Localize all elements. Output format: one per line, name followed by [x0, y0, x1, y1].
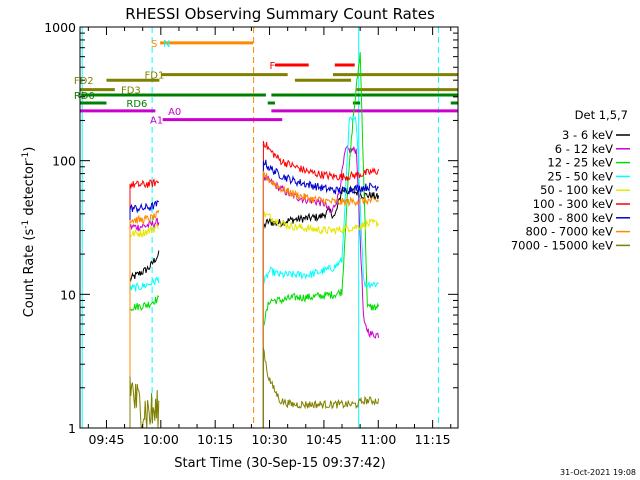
flag-label-fd2: FD2: [74, 76, 94, 87]
series-line-6-0: [129, 200, 160, 428]
y-axis: 1 10 100 1000: [44, 20, 458, 436]
legend-label-0: 3 - 6 keV: [562, 128, 613, 142]
flag-label-rd0: RD0: [74, 91, 95, 102]
plot-frame: [79, 26, 459, 429]
series-line-4-0: [129, 223, 159, 428]
legend-label-8: 7000 - 15000 keV: [511, 238, 613, 252]
flag-label-fd1: FD1: [145, 71, 165, 82]
y-tick-label-3: 1000: [44, 20, 76, 35]
timestamp: 31-Oct-2021 19:08: [560, 468, 636, 477]
x-tick-label-1: 10:00: [143, 432, 179, 447]
legend-label-6: 300 - 800 keV: [533, 211, 613, 225]
series-line-2-1: [262, 52, 380, 428]
flag-label-f: F: [270, 61, 276, 72]
legend-label-5: 100 - 300 keV: [533, 197, 613, 211]
series-line-0-0: [129, 250, 160, 428]
y-tick-label-1: 10: [60, 287, 76, 302]
flag-label-a1: A1: [150, 116, 163, 127]
series-line-8-1: [262, 347, 380, 428]
x-tick-label-5: 11:00: [360, 432, 396, 447]
series-line-0-1: [262, 185, 380, 428]
flag-label-s: S: [151, 39, 157, 50]
y-axis-label-sup2: -1: [21, 152, 31, 161]
series-line-3-0: [129, 275, 160, 428]
y-tick-label-0: 1: [68, 421, 76, 436]
y-axis-label-sup1: -1: [21, 220, 31, 229]
series-line-6-1: [262, 159, 379, 428]
x-tick-label-2: 10:15: [197, 432, 233, 447]
legend-label-4: 50 - 100 keV: [540, 183, 613, 197]
flag-labels: S N F FD1 FD2 FD3 RD0 RD6 A0 A1: [74, 39, 276, 127]
legend-label-3: 25 - 50 keV: [547, 169, 613, 183]
flag-label-rd6: RD6: [126, 99, 147, 110]
y-axis-label-mid: detector: [22, 160, 37, 220]
x-tick-label-4: 10:45: [306, 432, 342, 447]
series-line-7-1: [262, 169, 379, 428]
legend-label-7: 800 - 7000 keV: [525, 225, 613, 239]
y-tick-label-2: 100: [52, 154, 76, 169]
x-axis: 09:45 10:00 10:15 10:30 10:45 11:00 11:15: [87, 27, 452, 447]
flag-label-n: N: [163, 39, 170, 50]
x-tick-label-0: 09:45: [88, 432, 124, 447]
series-line-1-1: [262, 145, 380, 428]
flag-bars: [80, 41, 458, 122]
flag-label-fd3: FD3: [121, 86, 141, 97]
series-line-5-0: [129, 178, 160, 428]
series-line-3-1: [262, 115, 379, 428]
y-axis-label: Count Rate (s-1 detector-1): [21, 147, 37, 318]
legend-title: Det 1,5,7: [575, 108, 628, 122]
x-axis-label: Start Time (30-Sep-15 09:37:42): [174, 456, 385, 471]
legend-label-2: 12 - 25 keV: [547, 156, 613, 170]
series-line-4-1: [262, 211, 380, 428]
y-axis-label-main: Count Rate (s: [22, 229, 37, 318]
flag-label-a0: A0: [168, 107, 181, 118]
x-tick-label-6: 11:15: [415, 432, 451, 447]
series-line-1-0: [129, 217, 160, 428]
series-line-5-1: [262, 141, 380, 428]
legend-label-1: 6 - 12 keV: [555, 142, 613, 156]
chart-title: RHESSI Observing Summary Count Rates: [125, 5, 435, 23]
series-line-8-0: [129, 376, 160, 429]
x-tick-label-3: 10:30: [252, 432, 288, 447]
data-series: [129, 52, 380, 429]
y-axis-label-end: ): [22, 147, 37, 152]
series-line-7-0: [129, 210, 160, 428]
series-line-2-0: [129, 294, 160, 428]
plot-area: [80, 27, 458, 429]
